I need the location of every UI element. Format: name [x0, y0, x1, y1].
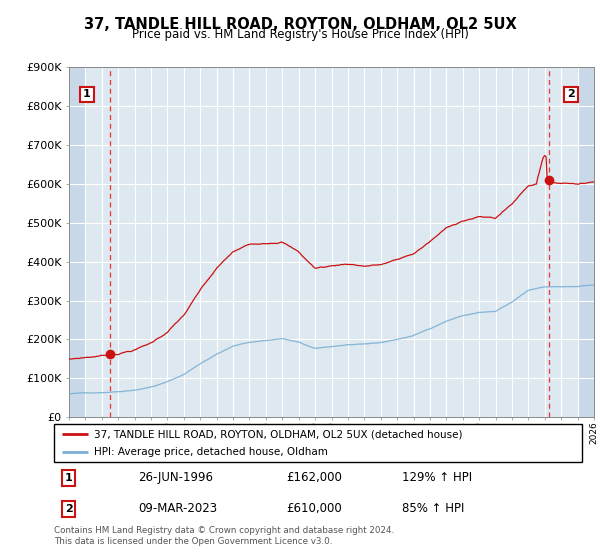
Text: Contains HM Land Registry data © Crown copyright and database right 2024.
This d: Contains HM Land Registry data © Crown c…: [54, 526, 394, 546]
Text: 2: 2: [567, 90, 575, 100]
Text: 2: 2: [65, 504, 73, 514]
Text: 1: 1: [83, 90, 91, 100]
Text: 37, TANDLE HILL ROAD, ROYTON, OLDHAM, OL2 5UX (detached house): 37, TANDLE HILL ROAD, ROYTON, OLDHAM, OL…: [94, 429, 462, 439]
Text: Price paid vs. HM Land Registry's House Price Index (HPI): Price paid vs. HM Land Registry's House …: [131, 28, 469, 41]
Bar: [578, 67, 594, 417]
Text: £610,000: £610,000: [286, 502, 342, 515]
Text: HPI: Average price, detached house, Oldham: HPI: Average price, detached house, Oldh…: [94, 447, 328, 458]
Text: 85% ↑ HPI: 85% ↑ HPI: [403, 502, 465, 515]
Bar: [69, 67, 85, 417]
Text: 37, TANDLE HILL ROAD, ROYTON, OLDHAM, OL2 5UX: 37, TANDLE HILL ROAD, ROYTON, OLDHAM, OL…: [83, 17, 517, 32]
Text: 09-MAR-2023: 09-MAR-2023: [139, 502, 218, 515]
Text: 26-JUN-1996: 26-JUN-1996: [139, 471, 214, 484]
Bar: [578, 67, 594, 417]
Text: 1: 1: [65, 473, 73, 483]
Bar: [69, 67, 85, 417]
Text: £162,000: £162,000: [286, 471, 342, 484]
Text: 129% ↑ HPI: 129% ↑ HPI: [403, 471, 473, 484]
